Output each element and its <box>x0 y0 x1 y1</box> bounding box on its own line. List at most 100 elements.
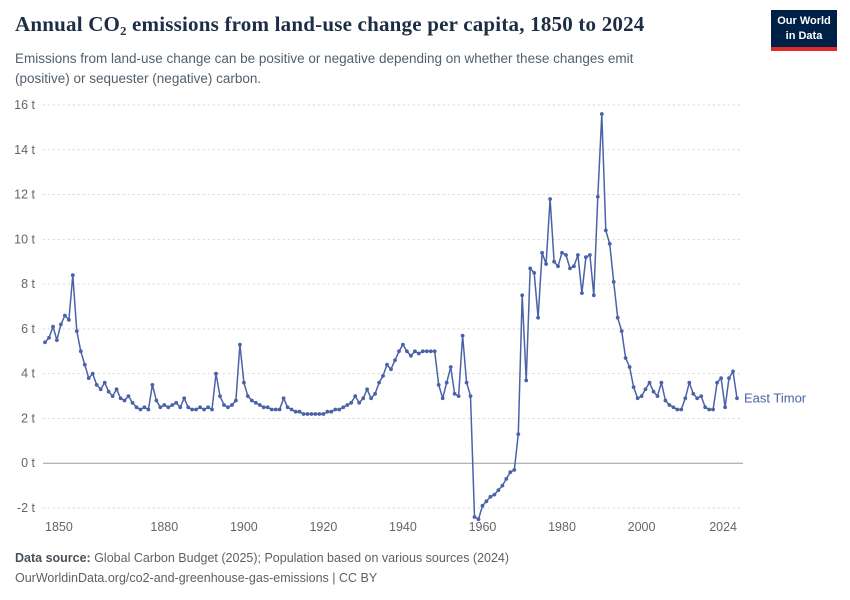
data-point[interactable] <box>536 315 540 320</box>
data-point[interactable] <box>456 394 461 398</box>
data-point[interactable] <box>687 380 692 385</box>
data-point[interactable] <box>186 405 191 410</box>
data-point[interactable] <box>369 396 373 401</box>
data-point[interactable] <box>90 371 95 376</box>
data-point[interactable] <box>584 255 588 260</box>
data-point[interactable] <box>611 280 616 284</box>
data-point[interactable] <box>520 293 525 298</box>
data-point[interactable] <box>126 394 131 398</box>
data-point[interactable] <box>43 340 47 345</box>
data-point[interactable] <box>253 400 258 405</box>
data-point[interactable] <box>735 396 739 401</box>
data-point[interactable] <box>500 483 505 488</box>
data-point[interactable] <box>401 342 405 347</box>
data-point[interactable] <box>707 407 712 412</box>
data-point[interactable] <box>82 362 87 367</box>
data-point[interactable] <box>86 376 91 380</box>
data-point[interactable] <box>102 380 107 385</box>
data-point[interactable] <box>218 394 222 398</box>
data-point[interactable] <box>599 112 604 116</box>
data-point[interactable] <box>130 400 135 405</box>
data-point[interactable] <box>249 398 254 403</box>
data-point[interactable] <box>150 383 155 387</box>
data-point[interactable] <box>214 371 218 376</box>
data-point[interactable] <box>190 407 195 412</box>
data-point[interactable] <box>508 470 513 475</box>
data-point[interactable] <box>257 403 262 407</box>
data-point[interactable] <box>285 405 290 410</box>
data-point[interactable] <box>345 403 350 407</box>
data-point[interactable] <box>301 412 306 416</box>
data-point[interactable] <box>484 499 489 504</box>
data-point[interactable] <box>635 396 640 401</box>
data-point[interactable] <box>357 400 362 405</box>
data-point[interactable] <box>381 374 385 378</box>
data-point[interactable] <box>47 335 51 340</box>
data-point[interactable] <box>572 264 576 269</box>
data-point[interactable] <box>146 407 151 412</box>
data-point[interactable] <box>576 253 580 257</box>
data-point[interactable] <box>222 403 226 407</box>
data-point[interactable] <box>452 391 457 396</box>
data-point[interactable] <box>166 405 171 410</box>
data-point[interactable] <box>476 517 481 522</box>
data-point[interactable] <box>580 291 584 295</box>
data-point[interactable] <box>444 380 449 385</box>
data-point[interactable] <box>723 405 727 410</box>
data-point[interactable] <box>731 369 735 374</box>
data-point[interactable] <box>51 324 55 329</box>
data-point[interactable] <box>663 398 668 403</box>
data-point[interactable] <box>397 349 401 354</box>
data-point[interactable] <box>98 387 103 392</box>
data-point[interactable] <box>420 349 425 354</box>
data-point[interactable] <box>496 488 501 492</box>
data-point[interactable] <box>198 405 203 410</box>
data-point[interactable] <box>727 376 731 380</box>
data-point[interactable] <box>595 194 600 199</box>
data-point[interactable] <box>178 405 183 410</box>
data-point[interactable] <box>289 407 294 412</box>
data-point[interactable] <box>118 396 123 401</box>
data-point[interactable] <box>63 313 67 318</box>
data-point[interactable] <box>265 405 270 410</box>
data-point[interactable] <box>440 396 445 401</box>
data-point[interactable] <box>480 503 485 508</box>
data-point[interactable] <box>67 318 71 322</box>
data-point[interactable] <box>607 241 612 246</box>
data-point[interactable] <box>202 407 207 412</box>
data-point[interactable] <box>106 389 111 394</box>
data-point[interactable] <box>683 396 688 401</box>
data-point[interactable] <box>488 494 493 499</box>
data-point[interactable] <box>269 407 274 412</box>
data-point[interactable] <box>639 394 644 398</box>
data-point[interactable] <box>504 477 509 481</box>
data-point[interactable] <box>373 391 377 396</box>
data-point[interactable] <box>238 342 242 347</box>
data-point[interactable] <box>448 365 453 369</box>
data-point[interactable] <box>94 383 99 387</box>
data-point[interactable] <box>329 409 334 414</box>
data-point[interactable] <box>182 396 187 401</box>
data-point[interactable] <box>142 405 147 410</box>
data-point[interactable] <box>341 405 346 410</box>
data-point[interactable] <box>138 407 143 412</box>
data-point[interactable] <box>393 358 397 363</box>
data-point[interactable] <box>631 385 636 389</box>
data-point[interactable] <box>174 400 179 405</box>
data-point[interactable] <box>55 338 59 342</box>
data-point[interactable] <box>409 353 413 358</box>
data-point[interactable] <box>234 398 238 403</box>
data-point[interactable] <box>532 271 537 275</box>
data-point[interactable] <box>655 394 660 398</box>
data-point[interactable] <box>564 253 568 257</box>
data-point[interactable] <box>699 394 704 398</box>
data-point[interactable] <box>245 394 250 398</box>
data-point[interactable] <box>122 398 127 403</box>
data-point[interactable] <box>317 412 322 416</box>
data-point[interactable] <box>206 405 211 410</box>
data-point[interactable] <box>158 405 163 410</box>
data-point[interactable] <box>560 250 564 255</box>
data-point[interactable] <box>679 407 684 412</box>
data-point[interactable] <box>647 380 652 385</box>
data-point[interactable] <box>436 383 441 387</box>
